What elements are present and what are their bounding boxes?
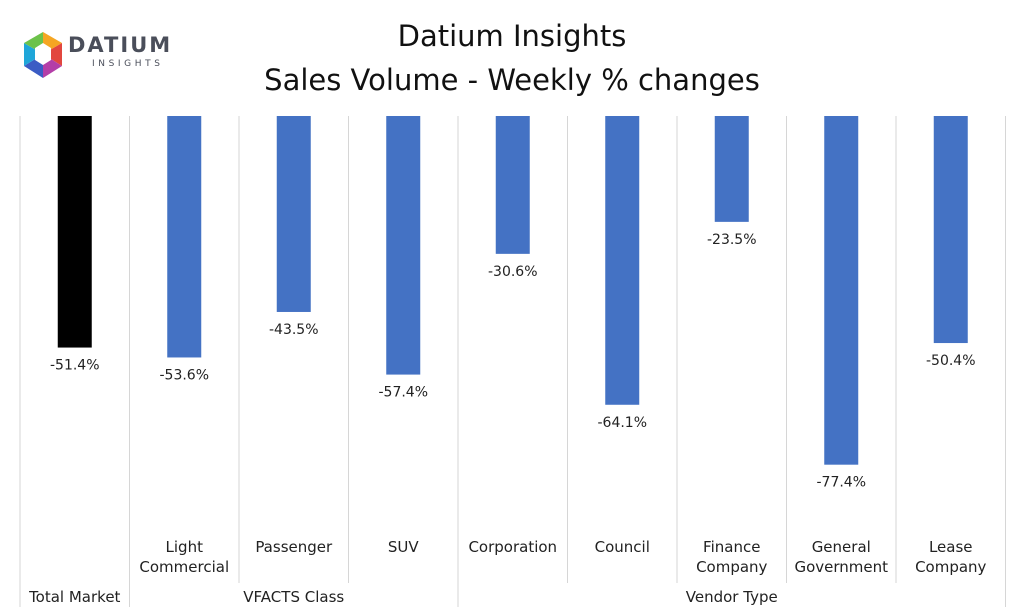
bar <box>386 116 421 375</box>
bar <box>495 116 530 254</box>
category-tick-label: Commercial <box>139 558 229 576</box>
data-label: -43.5% <box>269 322 319 338</box>
group-axis-label: Vendor Type <box>686 588 778 606</box>
category-tick-label: Total Market <box>28 588 120 606</box>
datium-logo: DATIUM INSIGHTS <box>20 28 170 84</box>
chart-title: Datium Insights <box>397 19 627 53</box>
logo-name: DATIUM <box>68 33 173 57</box>
bar <box>167 116 202 358</box>
category-tick-label: Council <box>595 538 650 556</box>
logo-tagline: INSIGHTS <box>92 59 164 69</box>
bar <box>57 116 92 348</box>
category-tick-label: Finance <box>703 538 760 556</box>
category-tick-label: SUV <box>388 538 420 556</box>
data-label: -23.5% <box>707 232 757 248</box>
category-tick-label: Company <box>696 558 767 576</box>
bar <box>824 116 859 465</box>
datium-logo-mark-icon <box>24 32 62 78</box>
category-tick-label: Corporation <box>468 538 557 556</box>
bar <box>276 116 311 312</box>
group-axis-label: VFACTS Class <box>243 588 344 606</box>
category-tick-label: Government <box>794 558 888 576</box>
bar <box>605 116 640 405</box>
category-tick-label: Lease <box>929 538 973 556</box>
data-label: -77.4% <box>816 475 866 491</box>
data-label: -50.4% <box>926 353 976 369</box>
data-label: -30.6% <box>488 264 538 280</box>
category-tick-label: Light <box>166 538 204 556</box>
chart-subtitle: Sales Volume - Weekly % changes <box>264 63 760 97</box>
data-label: -57.4% <box>378 385 428 401</box>
bar <box>714 116 749 222</box>
category-tick-label: Company <box>915 558 986 576</box>
data-label: -53.6% <box>159 367 209 383</box>
category-tick-label: General <box>812 538 871 556</box>
chart-title-block: Datium Insights Sales Volume - Weekly % … <box>0 14 1024 102</box>
data-label: -51.4% <box>50 358 100 374</box>
bar <box>933 116 968 344</box>
category-tick-label: Passenger <box>255 538 333 556</box>
data-label: -64.1% <box>597 415 647 431</box>
